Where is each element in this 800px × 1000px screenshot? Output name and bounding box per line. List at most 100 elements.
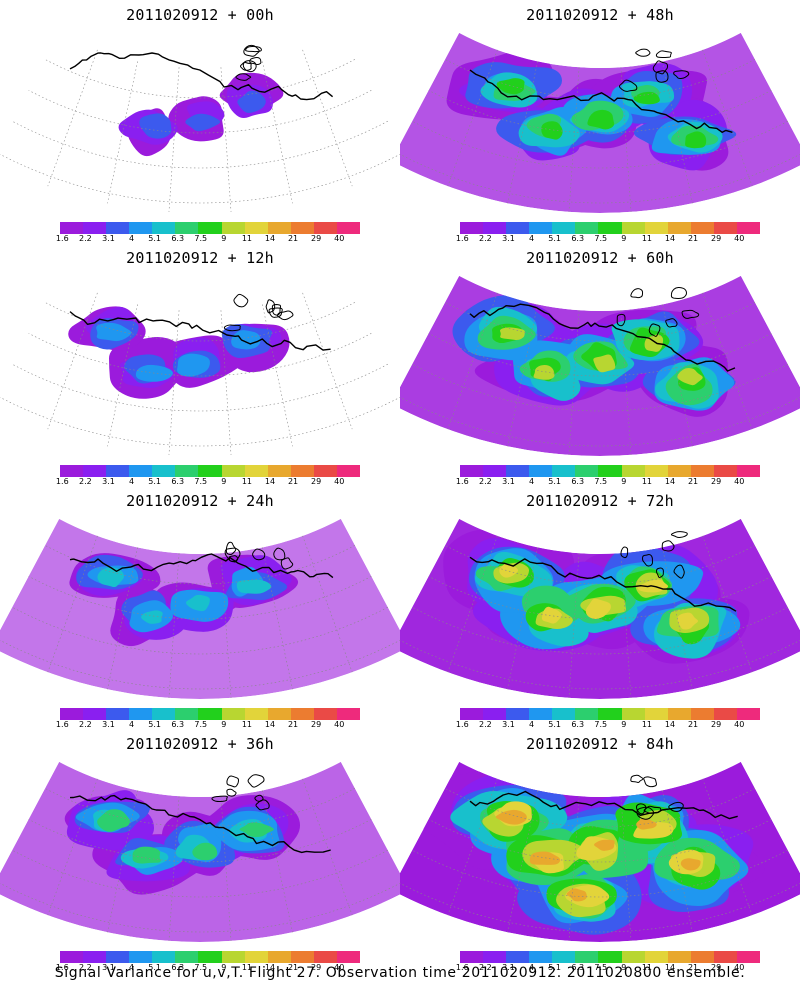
colorbar-tick-label: 29 <box>311 963 322 972</box>
colorbar-tick-label: 2.2 <box>479 720 492 729</box>
colorbar-tick-label: 9 <box>221 234 227 243</box>
coastline <box>469 303 736 372</box>
colorbar-swatch <box>244 222 268 234</box>
colorbar-swatch <box>690 708 714 720</box>
colorbar-tick-label: 3.1 <box>502 720 515 729</box>
colorbar-swatch <box>667 708 691 720</box>
colorbar-swatch <box>83 222 107 234</box>
longitude-line <box>702 778 753 916</box>
colorbar-tick-label: 21 <box>687 477 699 486</box>
latitude-line <box>44 302 356 342</box>
colorbar-tick-label: 7.5 <box>194 477 208 486</box>
colorbar-tick-label: 29 <box>711 720 722 729</box>
island-outline <box>635 803 647 815</box>
colorbar-swatch <box>506 951 530 963</box>
latitude-line <box>12 849 388 898</box>
colorbar-tick-label: 5.1 <box>548 963 561 972</box>
colorbar-swatch <box>529 465 553 477</box>
latitude-line <box>428 576 772 620</box>
latitude-line <box>0 639 400 690</box>
colorbar-swatch <box>598 708 622 720</box>
panel-title: 2011020912 + 36h <box>126 735 274 753</box>
latitude-line <box>444 545 756 585</box>
island-outline <box>630 288 644 299</box>
longitude-line <box>107 790 138 933</box>
variance-contour <box>499 563 519 578</box>
variance-map <box>400 518 800 699</box>
island-outline <box>652 60 669 75</box>
latitude-line <box>28 576 372 620</box>
island-outline <box>245 45 262 53</box>
latitude-line <box>0 396 400 447</box>
variance-contour <box>533 364 555 380</box>
colorbar-tick-label: 4 <box>128 234 135 243</box>
colorbar-swatch <box>221 222 245 234</box>
island-outline <box>620 546 629 559</box>
colorbar-tick-label: 11 <box>641 477 653 486</box>
colorbar-tick-label: 6.3 <box>571 477 585 486</box>
island-outline <box>225 541 237 556</box>
longitude-line <box>302 292 353 430</box>
colorbar-swatch <box>736 465 761 477</box>
island-outline <box>636 806 655 820</box>
colorbar-swatch <box>106 465 130 477</box>
colorbar-swatch <box>198 222 222 234</box>
longitude-line <box>107 304 138 447</box>
longitude-line <box>568 796 580 941</box>
colorbar-swatch <box>129 465 153 477</box>
colorbar-tick-label: 9 <box>221 720 227 729</box>
variance-map <box>0 44 400 212</box>
island-outline <box>233 293 249 308</box>
colorbar-swatch <box>221 465 245 477</box>
longitude-line <box>262 790 293 933</box>
latitude-line <box>428 90 772 134</box>
colorbar-tick-label: 5.1 <box>148 234 161 243</box>
colorbar-tick-label: 11 <box>241 963 253 972</box>
colorbar-swatch <box>336 465 361 477</box>
variance-contour <box>633 91 660 105</box>
colorbar-swatch <box>575 465 599 477</box>
colorbar-tick-label: 1.6 <box>455 963 469 972</box>
longitude-line <box>168 553 180 698</box>
latitude-line <box>0 153 400 204</box>
colorbar-swatch <box>129 222 153 234</box>
colorbar-tick-label: 9 <box>621 234 627 243</box>
colorbar-tick-label: 40 <box>334 477 345 486</box>
colorbar-swatch <box>106 951 130 963</box>
colorbar-swatch <box>244 708 268 720</box>
colorbar-tick-label: 14 <box>664 963 676 972</box>
coastline <box>69 553 334 579</box>
colorbar-tick-label: 40 <box>334 963 345 972</box>
panel-title: 2011020912 + 24h <box>126 492 274 510</box>
longitude-line <box>702 49 753 187</box>
panel-title: 2011020912 + 00h <box>126 6 274 24</box>
colorbar-tick-label: 3.1 <box>502 963 515 972</box>
variance-contour <box>685 131 707 149</box>
longitude-line <box>107 547 138 690</box>
colorbar-swatch <box>483 222 507 234</box>
latitude-line <box>400 639 800 690</box>
colorbar-tick-label: 5.1 <box>548 477 561 486</box>
colorbar-swatch <box>175 951 199 963</box>
colorbar-tick-label: 14 <box>264 477 276 486</box>
longitude-line <box>447 535 498 673</box>
map-panel-48h: 2011020912 + 48h 1.6 2.2 3.1 4 5.1 6.3 7.5 9 11 1… <box>400 0 800 245</box>
colorbar-swatch <box>244 951 268 963</box>
colorbar-swatch <box>106 708 130 720</box>
island-outline <box>655 567 664 578</box>
variance-contour <box>636 818 657 830</box>
variance-contour <box>593 354 616 373</box>
longitude-line <box>568 67 580 212</box>
island-outline <box>247 774 265 788</box>
variance-contour <box>139 113 172 139</box>
colorbar-tick-label: 4 <box>528 477 535 486</box>
colorbar-swatch <box>175 708 199 720</box>
island-outline <box>661 540 675 552</box>
colorbar-swatch <box>644 222 668 234</box>
colorbar-tick-label: 3.1 <box>102 720 115 729</box>
colorbar-tick-label: 5.1 <box>548 720 561 729</box>
variance-contour <box>495 809 527 825</box>
colorbar-tick-label: 5.1 <box>148 477 161 486</box>
colorbar-swatch <box>644 951 668 963</box>
